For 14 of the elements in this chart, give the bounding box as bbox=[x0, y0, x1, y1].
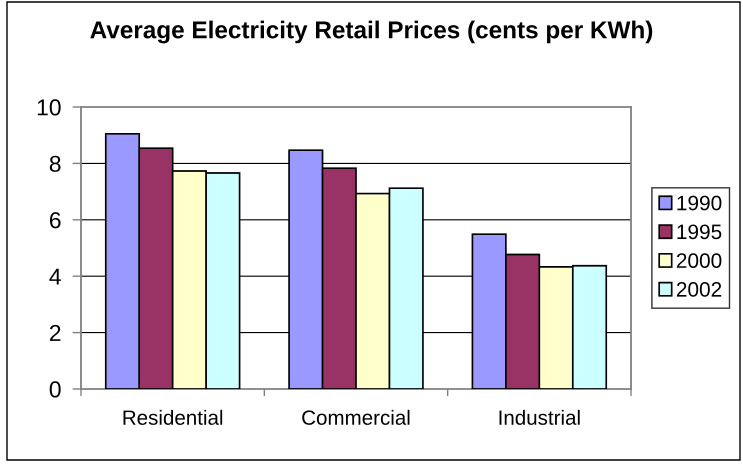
y-tick-label: 10 bbox=[38, 99, 61, 116]
y-tick-label: 8 bbox=[50, 156, 61, 172]
legend-label: 1990 bbox=[677, 196, 722, 210]
y-tick-label: 4 bbox=[49, 268, 61, 285]
chart-title: Average Electricity Retail Prices (cents per KWh) bbox=[90, 20, 652, 44]
legend-label: 1995 bbox=[677, 224, 722, 240]
legend-label: 2002 bbox=[676, 282, 722, 297]
x-tick-label: Commercial bbox=[302, 410, 410, 425]
x-tick-label: Residential bbox=[124, 410, 222, 425]
legend-label: 2000 bbox=[676, 253, 722, 268]
x-tick-label: Industrial bbox=[500, 410, 580, 425]
y-tick-label: 2 bbox=[50, 324, 60, 341]
y-tick-label: 6 bbox=[50, 212, 61, 228]
y-tick-label: 0 bbox=[50, 381, 61, 398]
